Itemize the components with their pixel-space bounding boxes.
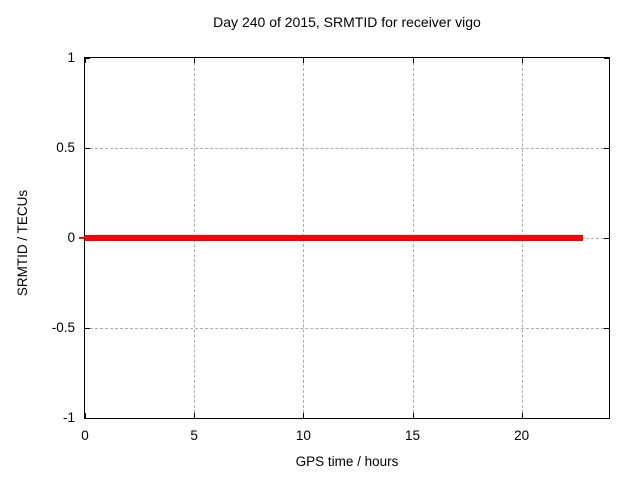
tick-top: [85, 58, 86, 63]
y-tick-label: 0.5: [56, 140, 75, 155]
tick-top: [303, 58, 304, 63]
x-tick-label: 0: [81, 428, 89, 443]
chart-title: Day 240 of 2015, SRMTID for receiver vig…: [213, 14, 481, 30]
tick-right: [604, 58, 609, 59]
series-line-srmtid: [85, 235, 583, 241]
tick-left: [85, 58, 90, 59]
y-tick-label: 0: [67, 230, 75, 245]
tick-right: [604, 418, 609, 419]
tick-left: [85, 328, 90, 329]
gridline-horizontal: [85, 328, 609, 329]
tick-right: [604, 328, 609, 329]
tick-bottom: [194, 413, 195, 418]
x-axis-title: GPS time / hours: [295, 454, 399, 469]
y-tick-label: -0.5: [51, 320, 75, 335]
tick-bottom: [413, 413, 414, 418]
tick-left: [85, 148, 90, 149]
y-tick-label: -1: [62, 410, 75, 425]
y-axis-title-text: SRMTID / TECUs: [15, 189, 30, 297]
x-tick-label: 5: [190, 428, 198, 443]
tick-left: [85, 418, 90, 419]
series-line-start-cap: [79, 237, 85, 239]
plot-area: [79, 57, 610, 419]
x-tick-label: 10: [295, 428, 311, 443]
tick-top: [413, 58, 414, 63]
x-tick-label: 15: [404, 428, 421, 443]
tick-top: [194, 58, 195, 63]
tick-bottom: [303, 413, 304, 418]
y-tick-label: 1: [67, 50, 75, 65]
tick-top: [522, 58, 523, 63]
tick-bottom: [85, 413, 86, 418]
gridline-horizontal: [85, 148, 609, 149]
x-tick-label: 20: [514, 428, 530, 443]
tick-bottom: [522, 413, 523, 418]
tick-right: [604, 238, 609, 239]
tick-right: [604, 148, 609, 149]
